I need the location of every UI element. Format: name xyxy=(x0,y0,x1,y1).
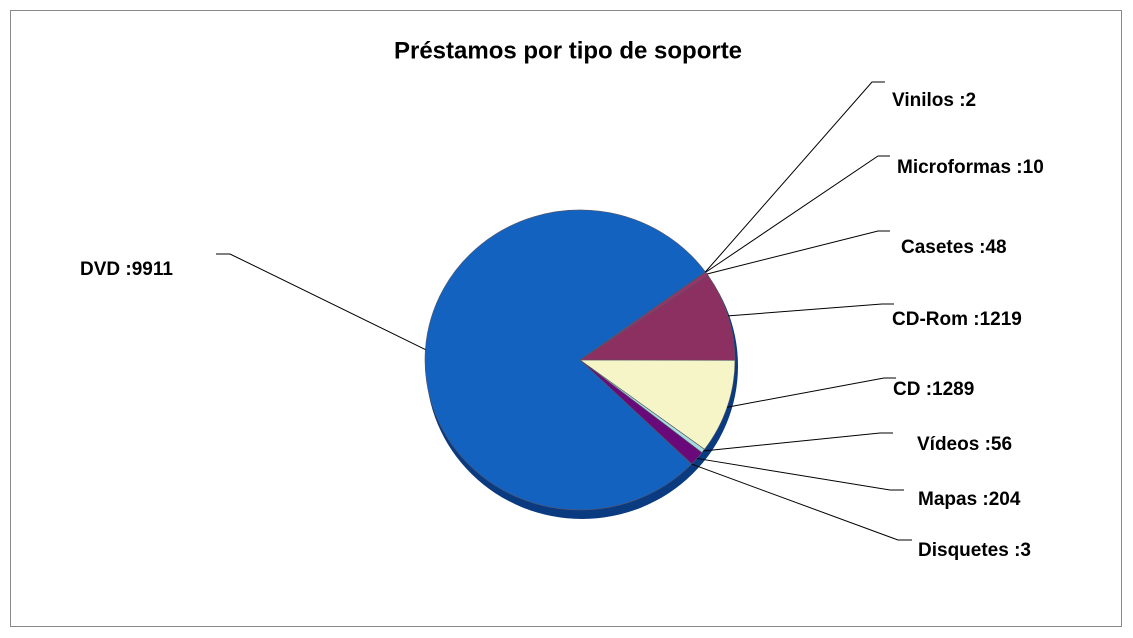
leader-line xyxy=(728,303,894,317)
pie-slice xyxy=(579,275,736,361)
data-label: CD :1289 xyxy=(893,379,974,400)
leader-line xyxy=(703,432,893,452)
data-label: CD-Rom :1219 xyxy=(892,309,1022,330)
leader-line xyxy=(705,81,885,273)
leader-line xyxy=(705,155,890,273)
data-label: Vídeos :56 xyxy=(917,434,1012,455)
leader-line xyxy=(216,253,426,351)
data-label: Casetes :48 xyxy=(901,237,1007,258)
chart-title: Préstamos por tipo de soporte xyxy=(394,37,742,64)
data-label: Mapas :204 xyxy=(918,489,1021,510)
data-label: Vinilos :2 xyxy=(892,90,976,111)
leader-line xyxy=(727,377,896,408)
data-label: Disquetes :3 xyxy=(918,540,1031,561)
data-label: DVD :9911 xyxy=(80,259,173,280)
leader-line xyxy=(691,463,912,541)
leader-line xyxy=(706,230,890,275)
data-label: Microformas :10 xyxy=(897,157,1044,178)
leader-line xyxy=(696,457,904,491)
